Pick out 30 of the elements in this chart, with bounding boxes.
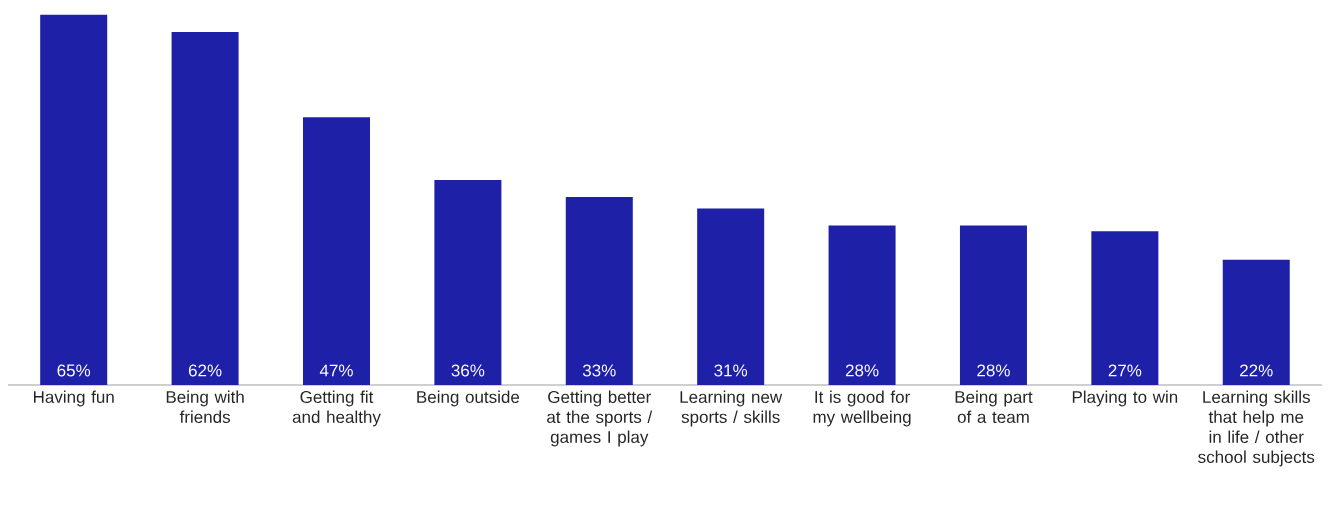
x-tick-label: Learning skills that help me in life / other school subjects xyxy=(1198,390,1315,467)
x-tick-label: Being part of a team xyxy=(955,390,1033,424)
bar xyxy=(828,225,896,385)
data-label: 62% xyxy=(188,364,222,377)
bar xyxy=(565,197,633,385)
bar xyxy=(959,225,1027,385)
bar xyxy=(434,179,502,385)
bar xyxy=(1222,259,1290,385)
bar xyxy=(1091,231,1159,385)
data-label: 47% xyxy=(319,364,353,377)
data-label: 65% xyxy=(57,364,91,377)
data-label: 22% xyxy=(1240,364,1273,377)
data-label: 36% xyxy=(451,364,485,377)
bar xyxy=(697,208,765,385)
x-tick-label: Being outside xyxy=(417,390,520,407)
x-tick-label: Learning new sports / skills xyxy=(680,390,783,427)
data-label: 31% xyxy=(714,364,748,377)
x-tick-label: Having fun xyxy=(33,390,114,407)
data-label: 27% xyxy=(1108,364,1142,377)
bar xyxy=(40,14,108,385)
data-label: 28% xyxy=(977,364,1010,377)
bar xyxy=(171,31,239,385)
x-tick-label: Getting fit and healthy xyxy=(292,390,381,427)
x-tick-label: It is good for my wellbeing xyxy=(813,390,911,427)
x-tick-label: Getting better at the sports / games I play xyxy=(547,390,653,447)
bar xyxy=(302,117,370,385)
x-tick-label: Being with friends xyxy=(166,390,244,424)
data-label: 33% xyxy=(582,364,616,377)
data-label: 28% xyxy=(845,364,879,377)
x-tick-label: Playing to win xyxy=(1072,390,1178,407)
